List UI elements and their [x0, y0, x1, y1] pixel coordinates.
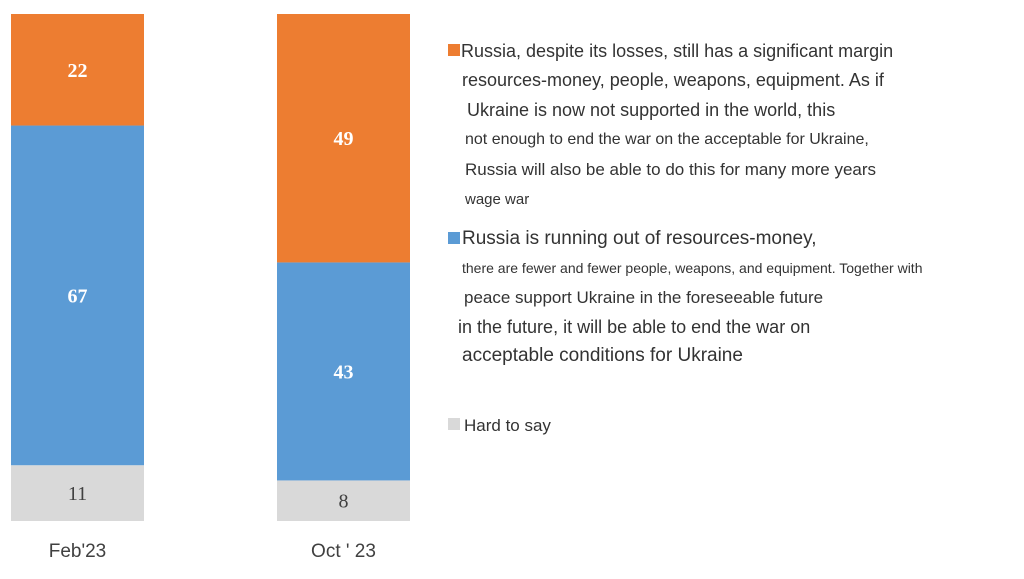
data-label: 67 — [68, 285, 88, 307]
legend-text-line: there are fewer and fewer people, weapon… — [462, 260, 923, 276]
legend-swatch-russia-running-out — [448, 232, 460, 244]
bar-segment-0-1 — [277, 480, 410, 521]
data-label: 49 — [334, 128, 354, 150]
stacked-bar-chart: 11 67 22 Feb'23 8 43 49 Oct ' 23 — [11, 14, 410, 562]
category-label: Feb'23 — [49, 541, 107, 562]
data-label: 8 — [339, 491, 349, 513]
bar-segment-2-1 — [277, 14, 410, 263]
legend-text-line: resources-money, people, weapons, equipm… — [462, 70, 884, 90]
legend-text-line: peace support Ukraine in the foreseeable… — [464, 288, 824, 307]
legend-text-line: acceptable conditions for Ukraine — [462, 345, 743, 366]
bar-segment-1-0 — [11, 125, 144, 466]
bar-segment-0-0 — [11, 465, 144, 521]
legend-swatch-hard-to-say — [448, 418, 460, 430]
legend-text-line: Russia will also be able to do this for … — [465, 160, 877, 179]
legend-text-line: Russia is running out of resources-money… — [462, 228, 817, 249]
bar-segment-2-0 — [11, 14, 144, 126]
data-label: 43 — [334, 361, 354, 383]
legend-swatch-russia-has-resources — [448, 44, 460, 56]
legend-text-line: Hard to say — [464, 416, 551, 435]
legend-text-line: wage war — [465, 191, 530, 208]
legend-text-line: in the future, it will be able to end th… — [458, 317, 811, 337]
legend-text-line: Ukraine is now not supported in the worl… — [467, 100, 836, 120]
legend-text-line: not enough to end the war on the accepta… — [465, 131, 869, 148]
legend-text-line: Russia, despite its losses, still has a … — [461, 41, 894, 61]
data-label: 22 — [68, 60, 88, 82]
category-label: Oct ' 23 — [311, 541, 376, 562]
bar-segment-1-1 — [277, 262, 410, 481]
data-label: 11 — [68, 483, 87, 505]
